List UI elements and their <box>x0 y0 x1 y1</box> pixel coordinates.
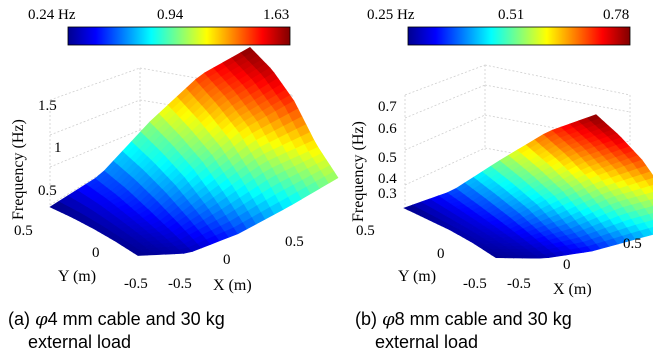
caption-a-text: 4 mm cable and 30 kg <box>47 309 225 329</box>
colorbar-b-tick-mid: 0.51 <box>498 7 524 23</box>
z-tick-b-4: 0.7 <box>378 99 397 115</box>
y-tick-a-1: 0 <box>92 245 100 261</box>
surface-patch <box>640 213 653 223</box>
colorbar-b-tick-min: 0.25 Hz <box>367 7 415 23</box>
caption-b: (b) φ8 mm cable and 30 kg external load <box>355 308 572 353</box>
z-axis-label-b: Frequency (Hz) <box>350 121 367 222</box>
caption-b-text: 8 mm cable and 30 kg <box>394 309 572 329</box>
colorbar-a <box>67 26 291 46</box>
z-tick-a-1: 1 <box>54 140 62 156</box>
surface-patch <box>649 198 653 206</box>
x-axis-label-a: X (m) <box>213 277 252 294</box>
chart-b: 0.25 Hz 0.51 0.78 Frequency (Hz) 0.3 0.4… <box>350 7 653 298</box>
z-tick-a-2: 1.5 <box>38 98 57 114</box>
y-tick-b-0: 0.5 <box>356 223 375 239</box>
y-tick-b-1: 0 <box>437 246 445 262</box>
z-tick-a-0: 0.5 <box>38 183 57 199</box>
caption-a: (a) φ4 mm cable and 30 kg external load <box>8 308 225 353</box>
z-axis-label-a: Frequency (Hz) <box>10 119 27 220</box>
chart-a: 0.24 Hz 0.94 1.63 Frequency (Hz) 0.5 1 1… <box>10 7 339 294</box>
phi-symbol-a: φ <box>35 309 48 330</box>
caption-b-line1: (b) φ8 mm cable and 30 kg <box>355 308 572 331</box>
x-tick-b-2: 0.5 <box>623 236 642 252</box>
surface-patch <box>324 171 339 184</box>
colorbar-a-tick-min: 0.24 Hz <box>28 7 76 23</box>
caption-a-line1: (a) φ4 mm cable and 30 kg <box>8 308 225 331</box>
y-tick-a-2: -0.5 <box>124 276 148 292</box>
x-tick-a-1: 0 <box>223 252 231 268</box>
y-axis-label-b: Y (m) <box>398 268 436 285</box>
surface-patch <box>648 212 653 221</box>
surface-a <box>49 47 339 256</box>
y-axis-label-a: Y (m) <box>58 268 96 285</box>
colorbar-b-tick-max: 0.78 <box>603 7 629 23</box>
z-tick-b-2: 0.5 <box>378 150 397 166</box>
surface-patch <box>640 199 653 209</box>
z-tick-b-3: 0.6 <box>378 121 397 137</box>
x-axis-label-b: X (m) <box>553 281 592 298</box>
x-tick-b-1: 0 <box>563 257 571 273</box>
y-tick-b-2: -0.5 <box>463 276 487 292</box>
x-tick-a-2: 0.5 <box>285 234 304 250</box>
phi-symbol-b: φ <box>382 309 395 330</box>
colorbar-a-tick-max: 1.63 <box>263 7 289 23</box>
caption-b-line2: external load <box>375 332 479 352</box>
caption-a-line2: external load <box>28 332 132 352</box>
surface-patch <box>644 220 653 229</box>
surface-b <box>403 114 653 259</box>
surface-patch <box>641 171 653 181</box>
y-tick-a-0: 0.5 <box>14 223 33 239</box>
x-tick-b-0: -0.5 <box>507 276 531 292</box>
surface-patch <box>645 177 653 187</box>
caption-b-prefix: (b) <box>355 309 382 329</box>
colorbar-b <box>407 26 631 46</box>
caption-a-prefix: (a) <box>8 309 35 329</box>
surface-patch <box>640 185 653 195</box>
z-tick-b-0: 0.3 <box>378 186 397 202</box>
surface-patch <box>648 227 653 235</box>
surface-patch <box>644 205 653 215</box>
x-tick-a-0: -0.5 <box>168 276 192 292</box>
surface-patch <box>639 228 653 238</box>
z-tick-b-1: 0.4 <box>378 171 397 187</box>
surface-patch <box>644 191 653 201</box>
colorbar-a-tick-mid: 0.94 <box>157 7 184 23</box>
